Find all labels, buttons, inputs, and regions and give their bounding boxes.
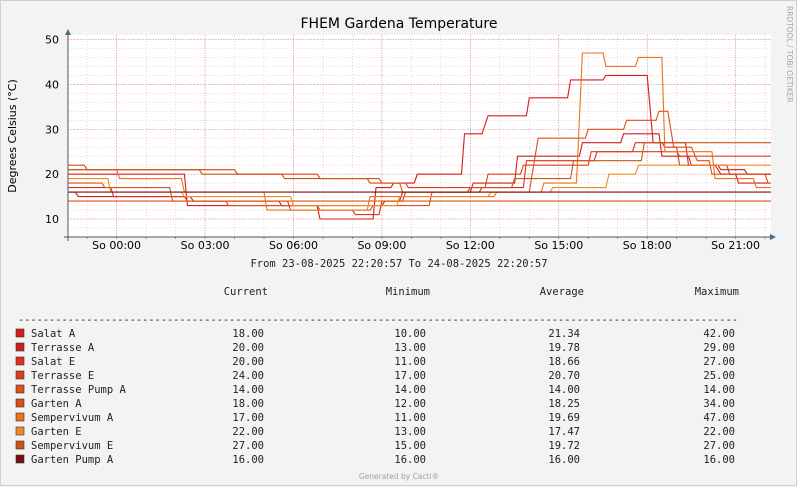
legend-swatch — [15, 384, 25, 394]
x-tick-label: So 15:00 — [534, 239, 583, 252]
x-tick-label: So 09:00 — [357, 239, 406, 252]
legend-value: 25.00 — [703, 370, 735, 382]
legend-value: 16.00 — [394, 454, 426, 466]
legend-value: 18.00 — [232, 328, 264, 340]
legend-value: 20.70 — [548, 370, 580, 382]
legend-swatch — [15, 370, 25, 380]
legend-swatch — [15, 328, 25, 338]
legend-value: 11.00 — [394, 356, 426, 368]
legend-value: 47.00 — [703, 412, 735, 424]
legend-value: 16.00 — [548, 454, 580, 466]
legend-value: 21.34 — [548, 328, 580, 340]
y-tick-labels: 10 20 30 40 50 — [45, 34, 59, 227]
legend-value: 13.00 — [394, 426, 426, 438]
legend-value: 13.00 — [394, 342, 426, 354]
y-tick-label: 10 — [45, 213, 59, 226]
legend-swatch — [15, 398, 25, 408]
legend-swatch — [15, 342, 25, 352]
legend-value: 19.69 — [548, 412, 580, 424]
legend-value: 10.00 — [394, 328, 426, 340]
legend-series-name: Sempervivum A — [31, 412, 114, 424]
legend-value: 34.00 — [703, 398, 735, 410]
legend-value: 17.47 — [548, 426, 580, 438]
legend-value: 29.00 — [703, 342, 735, 354]
legend-header: Average — [540, 286, 584, 298]
legend-header: Maximum — [695, 286, 739, 298]
chart-title: FHEM Gardena Temperature — [301, 16, 498, 32]
x-tick-label: So 12:00 — [446, 239, 495, 252]
legend-header: Current — [224, 286, 268, 298]
plot-area — [68, 35, 771, 237]
series-line — [68, 110, 771, 211]
y-tick-label: 50 — [45, 34, 59, 47]
legend-series-name: Garten A — [31, 398, 82, 410]
legend-value: 18.66 — [548, 356, 580, 368]
legend-value: 20.00 — [232, 342, 264, 354]
legend-series-name: Sempervivum E — [31, 440, 113, 452]
y-axis-arrow — [65, 29, 71, 35]
legend-value: 20.00 — [232, 356, 264, 368]
legend-series-name: Terrasse Pump A — [31, 384, 127, 396]
axes — [64, 29, 776, 241]
legend-table: Current Minimum Average Maximum ------------… — [15, 286, 739, 466]
generated-by-footer: Generated by Cacti® — [359, 472, 439, 481]
legend-series-name: Garten Pump A — [31, 454, 114, 466]
legend-value: 16.00 — [232, 454, 264, 466]
legend-value: 12.00 — [394, 398, 426, 410]
period-text: From 23-08-2025 22:20:57 To 24-08-2025 2… — [250, 258, 547, 270]
legend-separator: ----------------------------------------… — [18, 314, 738, 326]
legend-swatch — [15, 426, 25, 436]
rrdtool-watermark: RRDTOOL / TOBI OETIKER — [785, 6, 794, 103]
series-lines — [68, 52, 771, 220]
legend-value: 14.00 — [232, 384, 264, 396]
legend-value: 27.00 — [232, 440, 264, 452]
legend-series-name: Garten E — [31, 426, 82, 438]
legend-series-name: Terrasse E — [31, 370, 94, 382]
legend-header: Minimum — [386, 286, 430, 298]
y-tick-label: 20 — [45, 168, 59, 181]
x-tick-labels: So 00:00 So 03:00 So 06:00 So 09:00 So 12:00… — [92, 239, 760, 252]
y-tick-label: 30 — [45, 123, 59, 136]
legend-value: 22.00 — [703, 426, 735, 438]
y-tick-label: 40 — [45, 78, 59, 91]
legend-swatch — [15, 356, 25, 366]
legend-value: 17.00 — [232, 412, 264, 424]
legend-swatch — [15, 440, 25, 450]
legend-value: 16.00 — [703, 454, 735, 466]
legend-swatch — [15, 412, 25, 422]
x-tick-label: So 03:00 — [181, 239, 230, 252]
legend-value: 18.00 — [232, 398, 264, 410]
legend-value: 14.00 — [703, 384, 735, 396]
legend-value: 15.00 — [394, 440, 426, 452]
legend-value: 27.00 — [703, 440, 735, 452]
legend-series-name: Terrasse A — [31, 342, 95, 354]
x-tick-label: So 21:00 — [711, 239, 760, 252]
legend-value: 42.00 — [703, 328, 735, 340]
legend-value: 19.72 — [548, 440, 580, 452]
x-tick-label: So 00:00 — [92, 239, 141, 252]
legend-series-name: Salat A — [31, 328, 76, 340]
legend-value: 14.00 — [394, 384, 426, 396]
legend-value: 24.00 — [232, 370, 264, 382]
y-axis-label: Degrees Celsius (°C) — [6, 79, 19, 193]
series-line — [68, 74, 771, 220]
legend-series-name: Salat E — [31, 356, 75, 368]
legend-value: 22.00 — [232, 426, 264, 438]
legend-swatch — [15, 454, 25, 464]
legend-value: 27.00 — [703, 356, 735, 368]
grid — [68, 35, 771, 237]
legend-value: 14.00 — [548, 384, 580, 396]
legend-value: 18.25 — [548, 398, 580, 410]
x-tick-label: So 06:00 — [269, 239, 318, 252]
legend-value: 17.00 — [394, 370, 426, 382]
legend-value: 11.00 — [394, 412, 426, 424]
legend-value: 19.78 — [548, 342, 580, 354]
x-tick-label: So 18:00 — [623, 239, 672, 252]
x-axis-arrow — [770, 234, 776, 240]
